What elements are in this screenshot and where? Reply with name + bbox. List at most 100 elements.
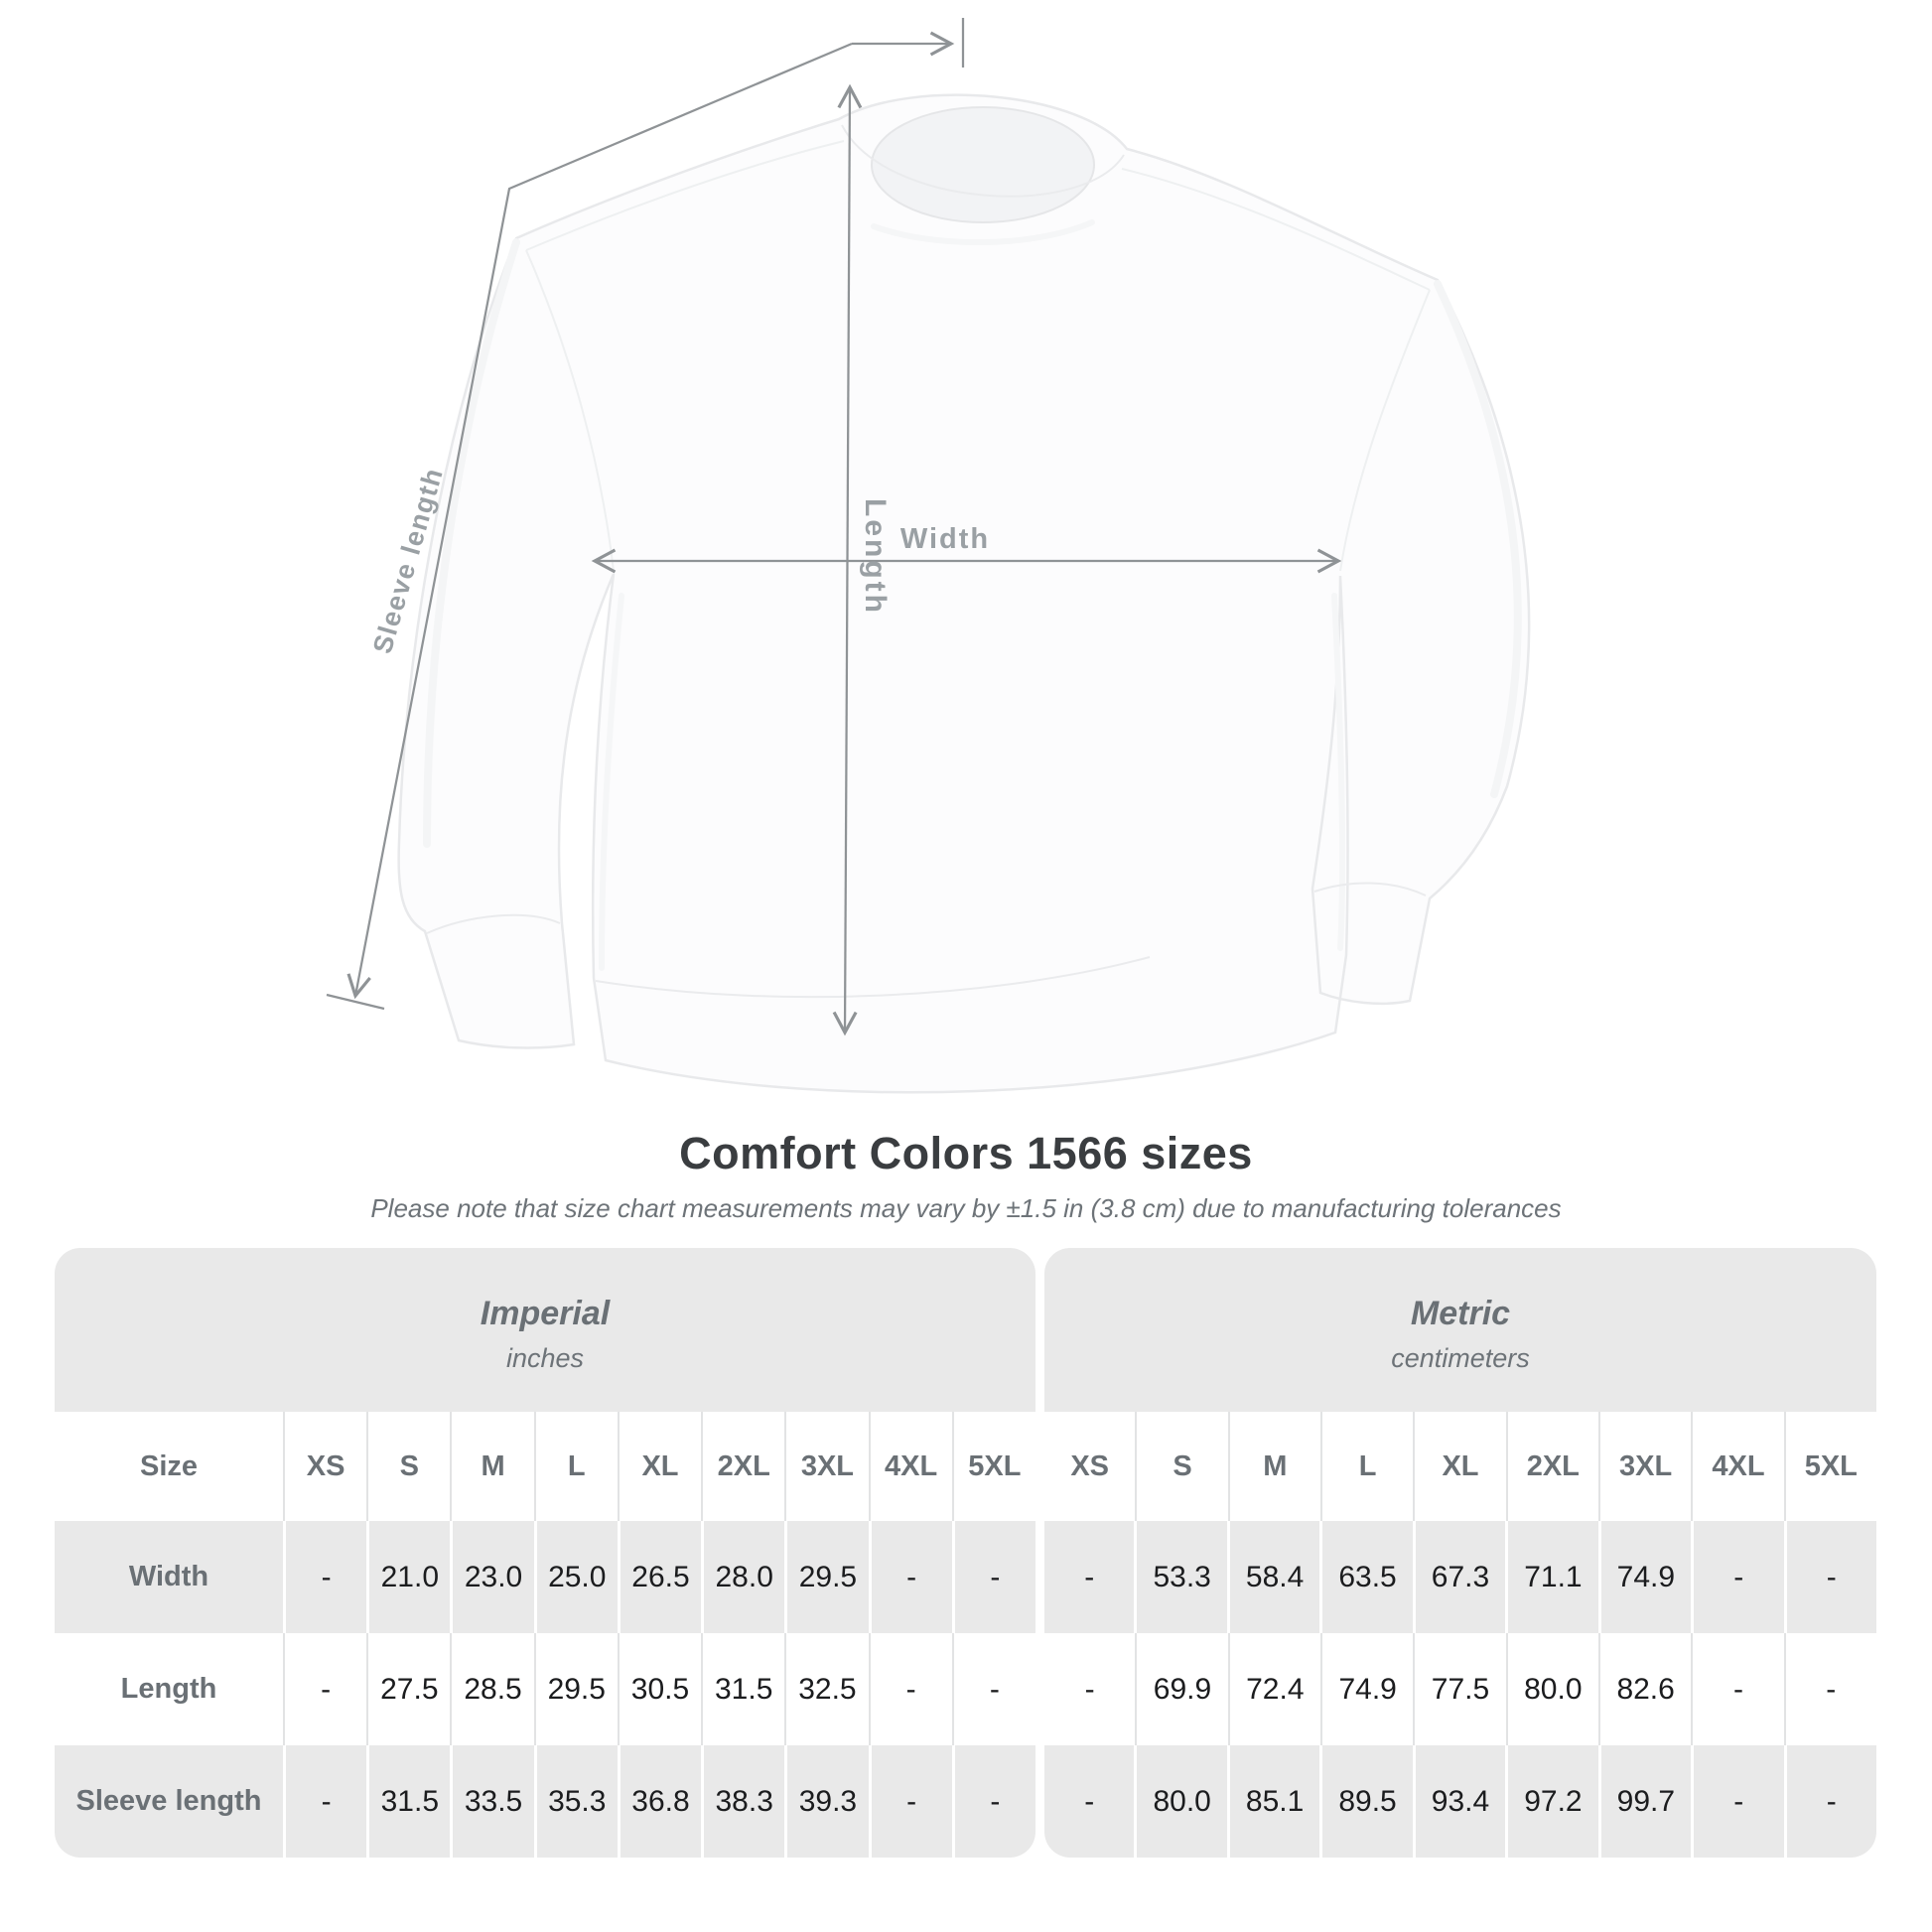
sweatshirt-illustration <box>397 93 1531 1094</box>
sleeve-length-tick <box>326 993 385 1011</box>
value-cell: 38.3 <box>701 1745 784 1858</box>
value-cell: - <box>283 1633 366 1745</box>
data-row-metric-2: -80.0 85.1 89.5 93.4 97.2 99.7- - <box>1044 1745 1876 1858</box>
value-cell: 99.7 <box>1597 1745 1691 1858</box>
value-cell: - <box>1084 1672 1095 1706</box>
value-cell: - <box>1691 1745 1783 1858</box>
value-cell: 36.8 <box>617 1745 701 1858</box>
value-cell: 93.4 <box>1412 1745 1505 1858</box>
value-cell: 35.3 <box>533 1745 618 1858</box>
value-cell: - <box>951 1521 1035 1633</box>
chart-heading: Comfort Colors 1566 sizes Please note th… <box>0 1128 1932 1224</box>
value-cell: 28.0 <box>701 1521 784 1633</box>
size-header-metric-5XL: 5XL <box>1783 1412 1876 1521</box>
value-cell: 69.9 <box>1135 1633 1227 1745</box>
value-cell: - <box>951 1633 1035 1745</box>
value-cell: - <box>1691 1521 1783 1633</box>
data-row-metric-1: -69.9 72.4 74.9 77.5 80.0 82.6- - <box>1044 1633 1876 1745</box>
imperial-block: Imperial inches Size XS S M L XL 2XL 3XL 4XL 5XL… <box>55 1248 1035 1858</box>
data-row-imperial-0: Width -21.0 23.0 25.0 26.5 28.0 29.5- - <box>55 1521 1035 1633</box>
imperial-unit-sub: inches <box>505 1342 585 1373</box>
value-cell: 72.4 <box>1227 1633 1320 1745</box>
value-cell: 31.5 <box>366 1745 450 1858</box>
left-shoulder-seam <box>525 140 845 251</box>
size-row-imperial: Size XS S M L XL 2XL 3XL 4XL 5XL <box>55 1412 1035 1521</box>
imperial-unit-header: Imperial inches <box>55 1248 1035 1412</box>
value-cell: - <box>1084 1784 1095 1818</box>
left-cuff-seam <box>426 913 561 934</box>
imperial-unit-name: Imperial <box>480 1294 611 1332</box>
value-cell: - <box>1783 1521 1876 1633</box>
size-table: Imperial inches Size XS S M L XL 2XL 3XL 4XL 5XL… <box>55 1248 1876 1858</box>
value-cell: 82.6 <box>1597 1633 1691 1745</box>
metric-unit-header: Metric centimeters <box>1044 1248 1876 1412</box>
size-header-imperial-XL: XL <box>617 1412 701 1521</box>
size-header-imperial-5XL: 5XL <box>951 1412 1035 1521</box>
value-cell: - <box>868 1745 952 1858</box>
chest-shading <box>871 219 1095 245</box>
value-cell: 80.0 <box>1134 1745 1226 1858</box>
row-label-sleeve-length: Sleeve length <box>75 1785 262 1817</box>
left-armhole-seam <box>525 249 615 572</box>
value-cell: 29.5 <box>784 1521 868 1633</box>
value-cell: 77.5 <box>1413 1633 1505 1745</box>
value-cell: 27.5 <box>366 1633 450 1745</box>
value-cell: 74.9 <box>1319 1633 1413 1745</box>
right-sleeve-shading <box>1434 280 1522 798</box>
size-row-metric: XS S M L XL 2XL 3XL 4XL 5XL <box>1044 1412 1876 1521</box>
value-cell: 25.0 <box>533 1521 618 1633</box>
imperial-unit-row: Imperial inches <box>55 1248 1035 1412</box>
row-label-length: Length <box>120 1673 217 1705</box>
value-cell: 58.4 <box>1226 1521 1319 1633</box>
sweatshirt-diagram: Length Width Sleeve length <box>326 18 1531 1094</box>
value-cell: - <box>283 1521 366 1633</box>
size-header-imperial-XS: XS <box>283 1412 366 1521</box>
value-cell: 23.0 <box>450 1521 533 1633</box>
sweatshirt-body <box>397 93 1531 1094</box>
value-cell: 31.5 <box>701 1633 784 1745</box>
value-cell: - <box>1783 1745 1876 1858</box>
garment-figure: Length Width Sleeve length <box>326 18 1531 1094</box>
value-cell: 26.5 <box>617 1521 701 1633</box>
width-label: Width <box>900 523 990 555</box>
value-cell: 67.3 <box>1412 1521 1505 1633</box>
metric-unit-sub: centimeters <box>1391 1342 1530 1373</box>
page-title: Comfort Colors 1566 sizes <box>679 1128 1253 1178</box>
sleeve-length-arrow <box>346 42 853 1000</box>
size-header-metric-S: S <box>1135 1412 1227 1521</box>
value-cell: 21.0 <box>366 1521 450 1633</box>
right-armhole-seam <box>1339 289 1431 572</box>
size-header-metric-XS: XS <box>1070 1449 1109 1482</box>
size-header-metric-2XL: 2XL <box>1505 1412 1598 1521</box>
value-cell: 39.3 <box>784 1745 868 1858</box>
value-cell: 53.3 <box>1134 1521 1226 1633</box>
value-cell: 80.0 <box>1505 1633 1598 1745</box>
value-cell: - <box>1691 1633 1783 1745</box>
size-header-imperial-M: M <box>450 1412 533 1521</box>
value-cell: 71.1 <box>1505 1521 1597 1633</box>
value-cell: - <box>1783 1633 1876 1745</box>
right-body-shading <box>1331 593 1345 951</box>
metric-unit-name: Metric <box>1410 1294 1511 1332</box>
value-cell: 32.5 <box>784 1633 868 1745</box>
size-column-header: Size <box>139 1449 199 1482</box>
left-body-shading <box>599 593 624 971</box>
tolerance-note: Please note that size chart measurements… <box>370 1193 1562 1223</box>
right-cuff-seam <box>1313 882 1427 897</box>
size-header-imperial-3XL: 3XL <box>784 1412 868 1521</box>
size-header-imperial-S: S <box>366 1412 450 1521</box>
value-cell: 30.5 <box>617 1633 701 1745</box>
hem-seam <box>595 956 1151 999</box>
size-header-imperial-L: L <box>533 1412 618 1521</box>
size-header-metric-XL: XL <box>1413 1412 1505 1521</box>
neck-opening <box>871 106 1095 223</box>
value-cell: 85.1 <box>1226 1745 1319 1858</box>
row-label-width: Width <box>128 1561 209 1592</box>
right-shoulder-seam <box>1121 168 1431 291</box>
value-cell: 28.5 <box>450 1633 533 1745</box>
left-sleeve-shading <box>423 238 520 848</box>
data-row-imperial-1: Length -27.5 28.5 29.5 30.5 31.5 32.5- - <box>55 1633 1035 1745</box>
value-cell: 33.5 <box>450 1745 533 1858</box>
collar-seam <box>841 124 1125 198</box>
